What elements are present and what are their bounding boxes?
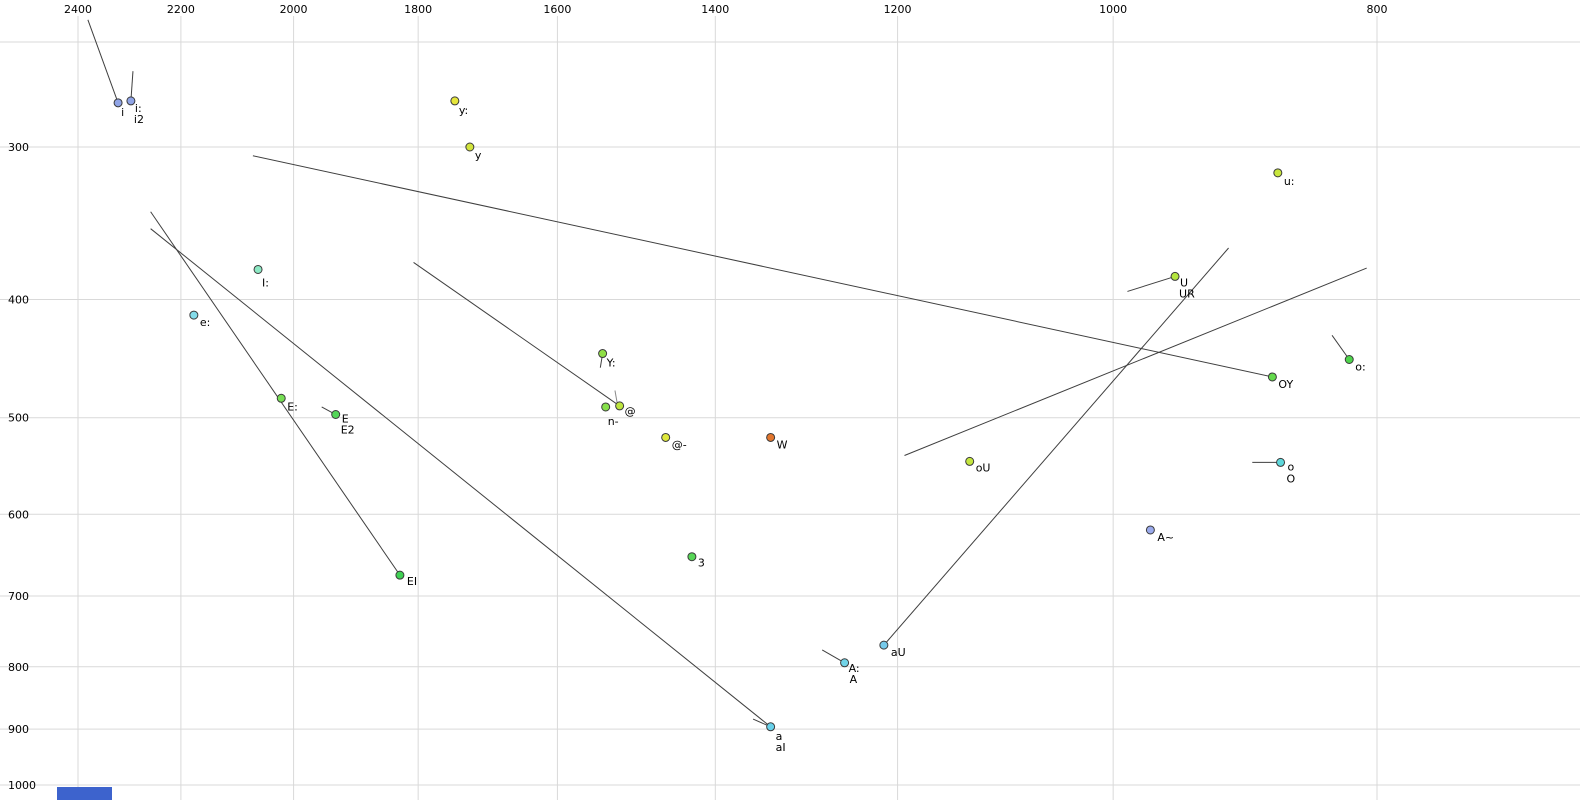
vowel-label-schwa: @: [625, 405, 636, 418]
vowel-label-n-: n-: [608, 415, 619, 428]
vowel-label-i2: i:: [135, 102, 142, 115]
vowel-label-y: y: [475, 149, 482, 162]
vowel-label-oU: oU: [976, 461, 991, 474]
vowel-label-W: W: [777, 438, 788, 451]
vowel-label-aI: aI: [776, 741, 786, 754]
vowel-label-E-long: E:: [287, 400, 298, 413]
vowel-label-EI: EI: [407, 575, 417, 588]
trajectory-U-tail: [1127, 275, 1176, 292]
vowel-point-E2[interactable]: [331, 410, 341, 420]
vowel-label-A-nasal: A~: [1157, 531, 1174, 544]
x-axis-tick-label: 2200: [167, 3, 195, 16]
x-axis-tick-label: 1800: [404, 3, 432, 16]
vowel-label-U: U: [1180, 276, 1188, 289]
vowel-point-Y-long[interactable]: [598, 349, 608, 359]
vowel-point-aI[interactable]: [766, 722, 776, 732]
vowel-label-o-O: o: [1288, 460, 1295, 473]
x-axis-tick-label: 1000: [1099, 3, 1127, 16]
vowel-label-E2: E2: [341, 424, 355, 437]
vowel-point-y[interactable]: [465, 142, 475, 152]
x-axis-tick-label: 1200: [884, 3, 912, 16]
trajectory-schwa-tick: [614, 390, 618, 404]
y-axis-tick-label: 1000: [8, 779, 36, 792]
vowel-point-EI[interactable]: [395, 570, 405, 580]
x-axis-tick-label: 2000: [280, 3, 308, 16]
vowel-point-aU[interactable]: [879, 640, 889, 650]
vowel-point-i[interactable]: [113, 98, 123, 108]
vowel-point-i2[interactable]: [126, 96, 136, 106]
vowel-label-A-long: A: [850, 673, 858, 686]
trajectory-schwa-glide: [413, 262, 620, 407]
vowel-label-u-long: u:: [1284, 175, 1295, 188]
vowel-point-o-O[interactable]: [1276, 457, 1286, 467]
vowel-point-E-long[interactable]: [276, 393, 286, 403]
vowel-point-o-long[interactable]: [1344, 355, 1354, 365]
vowel-label-E2: E: [342, 413, 349, 426]
trajectory-i2-tail: [130, 71, 134, 101]
vowel-label-o-long: o:: [1355, 361, 1365, 374]
trajectory-o-long-tail: [1331, 335, 1350, 360]
vowel-label-aI: a: [776, 730, 783, 743]
vowel-point-A-long[interactable]: [840, 658, 850, 668]
vowel-point-I-long[interactable]: [253, 264, 263, 274]
vowel-label-OY: OY: [1278, 378, 1293, 391]
vowel-point-U[interactable]: [1170, 271, 1180, 281]
vowel-label-Y-long: Y:: [606, 357, 616, 370]
vowel-label-U: UR: [1179, 287, 1195, 300]
vowel-label-schwa-low: @-: [672, 438, 687, 451]
vowel-point-OY[interactable]: [1267, 372, 1277, 382]
y-axis-tick-label: 700: [8, 590, 29, 603]
x-axis-tick-label: 1600: [543, 3, 571, 16]
vowel-point-e-long[interactable]: [189, 310, 199, 320]
vowel-point-oU[interactable]: [965, 456, 975, 466]
trajectory-aI-glide: [150, 228, 771, 728]
vowel-point-y-long[interactable]: [450, 96, 460, 106]
vowel-point-n-[interactable]: [601, 402, 611, 412]
vowel-label-y-long: y:: [459, 104, 468, 117]
vowel-point-A-nasal[interactable]: [1145, 525, 1155, 535]
y-axis-tick-label: 900: [8, 723, 29, 736]
vowel-label-aU: aU: [891, 646, 906, 659]
vowel-point-u-long[interactable]: [1273, 168, 1283, 178]
vowel-label-3: 3: [698, 557, 705, 570]
vowel-label-o-O: O: [1287, 472, 1296, 485]
y-axis-tick-label: 400: [8, 293, 29, 306]
vowel-point-3[interactable]: [687, 552, 697, 562]
vowel-label-A-long: A:: [849, 662, 860, 675]
trajectory-cross-glide: [904, 267, 1367, 456]
vowel-label-I-long: I:: [262, 276, 269, 289]
vowel-label-i: i: [121, 106, 124, 119]
vowel-point-schwa-low[interactable]: [661, 432, 671, 442]
trajectory-OY-glide: [252, 155, 1273, 378]
y-axis-tick-label: 500: [8, 412, 29, 425]
y-axis-tick-label: 300: [8, 141, 29, 154]
trajectory-EI-glide: [150, 211, 401, 576]
x-axis-tick-label: 1400: [701, 3, 729, 16]
x-axis-tick-label: 2400: [64, 3, 92, 16]
x-axis-tick-label: 800: [1367, 3, 1388, 16]
vowel-label-i2: i2: [134, 113, 144, 126]
y-axis-tick-label: 600: [8, 508, 29, 521]
vowel-point-schwa[interactable]: [615, 401, 625, 411]
y-axis-tick-label: 800: [8, 661, 29, 674]
vowel-label-e-long: e:: [200, 316, 210, 329]
trajectory-i-tail: [87, 19, 119, 103]
bottom-left-blue-strip: [57, 787, 112, 800]
trajectory-aU-glide: [883, 247, 1229, 646]
vowel-point-W[interactable]: [766, 432, 776, 442]
